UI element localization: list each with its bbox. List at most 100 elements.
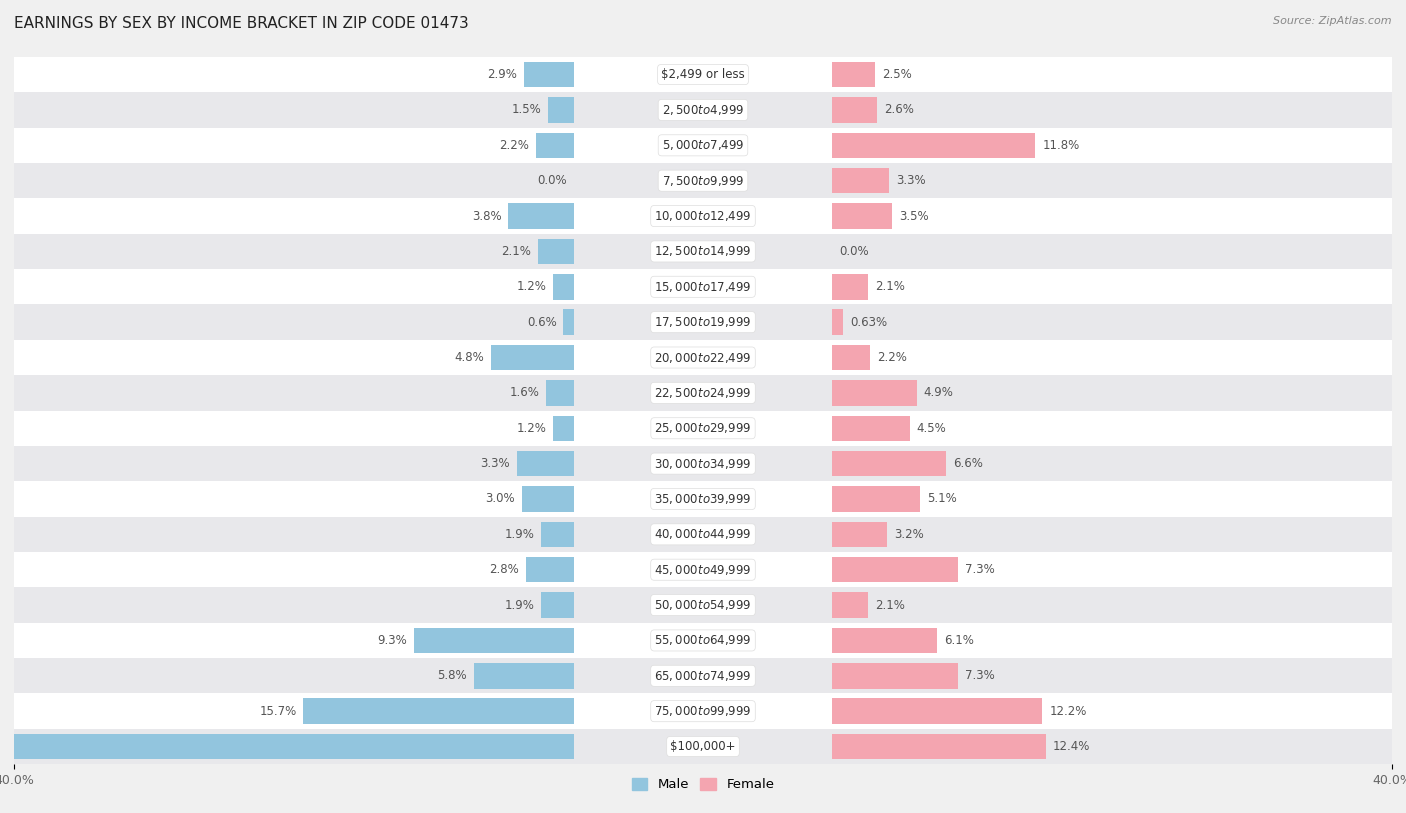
Text: 12.4%: 12.4% xyxy=(1053,740,1090,753)
Text: 1.9%: 1.9% xyxy=(505,598,534,611)
Bar xyxy=(509,203,574,228)
Text: 0.63%: 0.63% xyxy=(849,315,887,328)
Bar xyxy=(548,98,574,123)
Bar xyxy=(832,557,957,582)
Bar xyxy=(832,98,877,123)
Text: $20,000 to $22,499: $20,000 to $22,499 xyxy=(654,350,752,364)
Text: 9.3%: 9.3% xyxy=(377,634,406,647)
Text: 1.6%: 1.6% xyxy=(509,386,540,399)
Text: Source: ZipAtlas.com: Source: ZipAtlas.com xyxy=(1274,16,1392,26)
Bar xyxy=(832,415,910,441)
Bar xyxy=(832,593,869,618)
Text: 4.8%: 4.8% xyxy=(454,351,484,364)
Text: 6.6%: 6.6% xyxy=(953,457,983,470)
Text: 5.1%: 5.1% xyxy=(927,493,956,506)
Bar xyxy=(832,168,889,193)
Bar xyxy=(14,623,1392,659)
Bar xyxy=(14,446,1392,481)
Text: $2,499 or less: $2,499 or less xyxy=(661,68,745,81)
Bar xyxy=(832,522,887,547)
Bar xyxy=(517,451,574,476)
Text: $5,000 to $7,499: $5,000 to $7,499 xyxy=(662,138,744,152)
Text: 1.5%: 1.5% xyxy=(512,103,541,116)
Text: 15.7%: 15.7% xyxy=(259,705,297,718)
Bar xyxy=(832,734,1046,759)
Text: $30,000 to $34,999: $30,000 to $34,999 xyxy=(654,457,752,471)
Text: $10,000 to $12,499: $10,000 to $12,499 xyxy=(654,209,752,223)
Bar xyxy=(14,517,1392,552)
Bar xyxy=(553,415,574,441)
Bar xyxy=(526,557,574,582)
Text: 11.8%: 11.8% xyxy=(1042,139,1080,152)
Bar xyxy=(524,62,574,87)
Text: 6.1%: 6.1% xyxy=(945,634,974,647)
Text: $22,500 to $24,999: $22,500 to $24,999 xyxy=(654,386,752,400)
Text: $2,500 to $4,999: $2,500 to $4,999 xyxy=(662,103,744,117)
Text: $100,000+: $100,000+ xyxy=(671,740,735,753)
Bar xyxy=(832,310,844,335)
Bar xyxy=(14,163,1392,198)
Text: 1.2%: 1.2% xyxy=(516,280,547,293)
Text: $17,500 to $19,999: $17,500 to $19,999 xyxy=(654,315,752,329)
Bar xyxy=(541,522,574,547)
Bar xyxy=(564,310,574,335)
Bar xyxy=(832,62,875,87)
Bar xyxy=(14,198,1392,234)
Text: 2.8%: 2.8% xyxy=(489,563,519,576)
Text: 2.9%: 2.9% xyxy=(486,68,517,81)
Text: $12,500 to $14,999: $12,500 to $14,999 xyxy=(654,245,752,259)
Bar xyxy=(522,486,574,511)
Bar xyxy=(0,734,574,759)
Text: 4.5%: 4.5% xyxy=(917,422,946,435)
Text: 5.8%: 5.8% xyxy=(437,669,467,682)
Bar xyxy=(832,203,893,228)
Bar xyxy=(541,593,574,618)
Text: 2.1%: 2.1% xyxy=(501,245,531,258)
Text: 3.2%: 3.2% xyxy=(894,528,924,541)
Bar xyxy=(474,663,574,689)
Text: 1.9%: 1.9% xyxy=(505,528,534,541)
Text: $35,000 to $39,999: $35,000 to $39,999 xyxy=(654,492,752,506)
Text: 2.1%: 2.1% xyxy=(875,598,905,611)
Text: $45,000 to $49,999: $45,000 to $49,999 xyxy=(654,563,752,576)
Bar xyxy=(832,663,957,689)
Text: 3.8%: 3.8% xyxy=(472,210,502,223)
Text: $7,500 to $9,999: $7,500 to $9,999 xyxy=(662,174,744,188)
Bar xyxy=(832,698,1042,724)
Bar xyxy=(832,274,869,299)
Text: 2.5%: 2.5% xyxy=(882,68,912,81)
Text: 4.9%: 4.9% xyxy=(924,386,953,399)
Text: $50,000 to $54,999: $50,000 to $54,999 xyxy=(654,598,752,612)
Text: 12.2%: 12.2% xyxy=(1049,705,1087,718)
Text: 0.0%: 0.0% xyxy=(537,174,567,187)
Bar xyxy=(413,628,574,653)
Bar xyxy=(14,693,1392,729)
Text: 2.2%: 2.2% xyxy=(499,139,529,152)
Bar xyxy=(14,92,1392,128)
Bar xyxy=(14,587,1392,623)
Bar xyxy=(14,481,1392,517)
Text: 0.0%: 0.0% xyxy=(839,245,869,258)
Bar xyxy=(14,552,1392,587)
Text: 3.3%: 3.3% xyxy=(896,174,925,187)
Bar xyxy=(832,451,946,476)
Text: 3.0%: 3.0% xyxy=(485,493,515,506)
Bar xyxy=(14,376,1392,411)
Bar xyxy=(832,380,917,406)
Bar xyxy=(832,345,870,370)
Bar xyxy=(304,698,574,724)
Text: $15,000 to $17,499: $15,000 to $17,499 xyxy=(654,280,752,293)
Bar xyxy=(14,411,1392,446)
Legend: Male, Female: Male, Female xyxy=(626,772,780,797)
Text: 7.3%: 7.3% xyxy=(965,669,994,682)
Bar xyxy=(14,128,1392,163)
Text: $40,000 to $44,999: $40,000 to $44,999 xyxy=(654,528,752,541)
Bar xyxy=(553,274,574,299)
Bar xyxy=(14,57,1392,92)
Text: $75,000 to $99,999: $75,000 to $99,999 xyxy=(654,704,752,718)
Text: 2.2%: 2.2% xyxy=(877,351,907,364)
Text: EARNINGS BY SEX BY INCOME BRACKET IN ZIP CODE 01473: EARNINGS BY SEX BY INCOME BRACKET IN ZIP… xyxy=(14,16,468,31)
Bar xyxy=(832,486,920,511)
Text: 0.6%: 0.6% xyxy=(527,315,557,328)
Text: 3.3%: 3.3% xyxy=(481,457,510,470)
